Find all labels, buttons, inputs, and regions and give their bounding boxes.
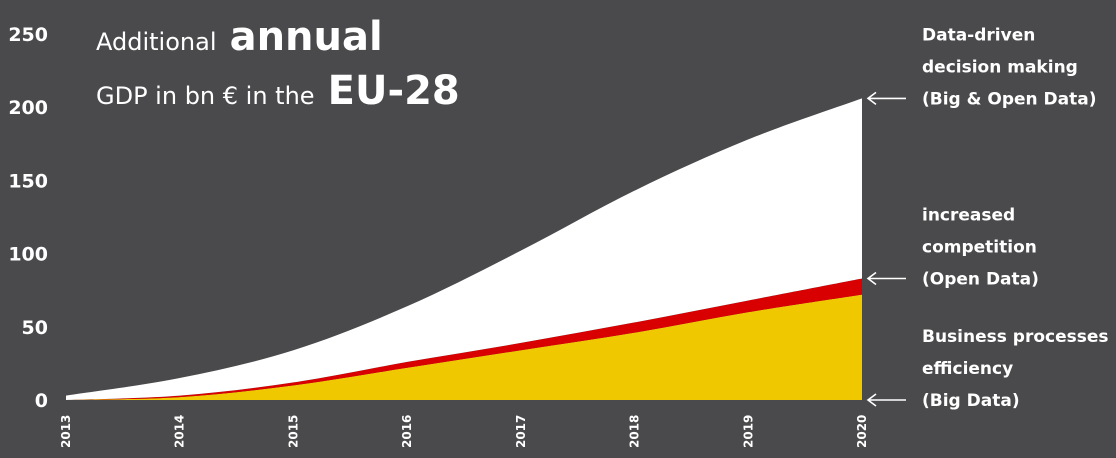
title-line1-emphasis: annual bbox=[230, 14, 383, 60]
annotation-3: Business processes efficiency (Big Data) bbox=[866, 327, 1109, 411]
x-axis-ticks: 2013 2014 2015 2016 2017 2018 2019 2020 bbox=[59, 415, 869, 448]
y-tick-label: 50 bbox=[22, 317, 48, 339]
x-tick-label: 2016 bbox=[400, 415, 414, 448]
annotation-1: Data-driven decision making (Big & Open Da… bbox=[866, 25, 1097, 109]
y-tick-label: 150 bbox=[8, 170, 48, 192]
title-line1-prefix: Additional bbox=[96, 28, 216, 56]
annotation-line: (Big & Open Data) bbox=[922, 89, 1097, 109]
annotation-2: increased competition (Open Data) bbox=[866, 205, 1039, 289]
annotation-line: efficiency bbox=[922, 359, 1013, 379]
x-tick-label: 2020 bbox=[855, 415, 869, 448]
arrow-icon bbox=[866, 393, 906, 407]
area-business-processes-efficiency-big-data bbox=[66, 294, 862, 400]
annotation-line: (Big Data) bbox=[922, 391, 1020, 411]
svg-text:GDP in bn € in the EU-28: GDP in bn € in the EU-28 bbox=[96, 68, 460, 114]
annotation-line: competition bbox=[922, 237, 1037, 257]
x-tick-label: 2015 bbox=[286, 415, 300, 448]
annotation-line: Business processes bbox=[922, 327, 1109, 347]
arrow-icon bbox=[866, 91, 906, 106]
x-tick-label: 2017 bbox=[514, 415, 528, 448]
area-data-driven-decision-making-big-open-data bbox=[66, 98, 862, 400]
title-line2-emphasis: EU-28 bbox=[328, 68, 460, 114]
title-line2-prefix: GDP in bn € in the bbox=[96, 82, 315, 110]
annotation-line: Data-driven bbox=[922, 25, 1035, 45]
y-axis-ticks: 0 50 100 150 200 250 bbox=[8, 24, 48, 412]
y-tick-label: 100 bbox=[8, 244, 48, 266]
x-tick-label: 2018 bbox=[628, 415, 642, 448]
y-tick-label: 250 bbox=[8, 24, 48, 46]
chart-title: Additional annual GDP in bn € in the EU-… bbox=[96, 14, 460, 114]
x-tick-label: 2019 bbox=[741, 415, 755, 448]
chart-areas bbox=[66, 98, 862, 400]
arrow-icon bbox=[866, 271, 906, 286]
annotation-line: (Open Data) bbox=[922, 269, 1039, 289]
series-annotations: Data-driven decision making (Big & Open Da… bbox=[866, 25, 1109, 411]
y-tick-label: 0 bbox=[35, 390, 48, 412]
y-tick-label: 200 bbox=[8, 97, 48, 119]
annotation-line: increased bbox=[922, 205, 1015, 225]
x-tick-label: 2014 bbox=[173, 415, 187, 448]
annotation-line: decision making bbox=[922, 57, 1078, 77]
svg-text:Additional annual: Additional annual bbox=[96, 14, 383, 60]
x-tick-label: 2013 bbox=[59, 415, 73, 448]
